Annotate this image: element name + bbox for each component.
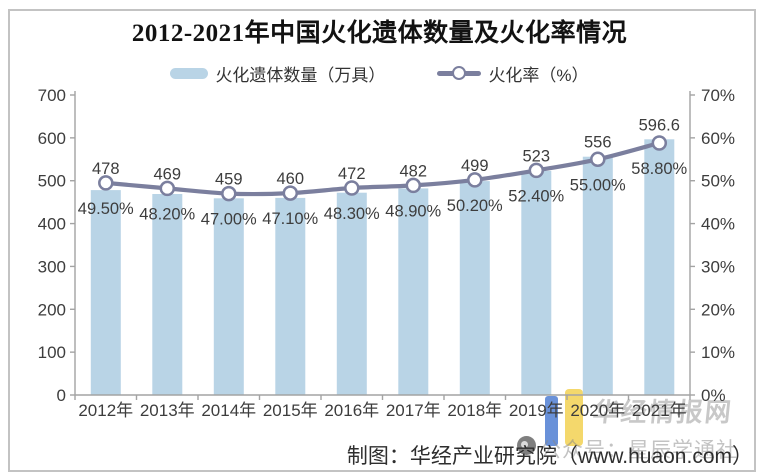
bar-2012年: [90, 190, 121, 395]
legend-item-line-series: 火化率（%）: [437, 61, 589, 86]
rate-value-label: 48.90%: [385, 202, 441, 220]
bar-value-label: 478: [92, 160, 120, 178]
left-axis-tick-label: 500: [38, 172, 66, 191]
bar-2019年: [521, 170, 552, 395]
line-swatch-icon: [437, 66, 482, 80]
bar-value-label: 459: [215, 171, 243, 189]
bar-value-label: 556: [584, 134, 612, 152]
line-marker-2014年: [221, 185, 237, 202]
x-axis-label: 2014年: [201, 401, 256, 420]
bar-2016年: [336, 192, 367, 395]
rate-value-label: 55.00%: [570, 176, 626, 194]
credit-line: 制图：华经产业研究院（www.huaon.com）: [346, 445, 753, 468]
line-marker-2012年: [98, 175, 114, 191]
bar-2013年: [152, 194, 183, 395]
legend-label-bar-series: 火化遗体数量（万具）: [215, 65, 386, 85]
x-axis-label: 2017年: [386, 401, 441, 420]
bar-2018年: [459, 181, 490, 395]
line-marker-2017年: [405, 177, 422, 194]
bar-value-label: 499: [461, 157, 489, 175]
x-axis-label: 2021年: [632, 401, 687, 420]
right-axis-tick-label: 60%: [701, 129, 735, 148]
left-axis-tick-label: 300: [38, 257, 66, 276]
line-marker-2021年: [651, 135, 668, 151]
line-marker-2019年: [528, 162, 545, 179]
left-axis-tick-label: 400: [38, 215, 66, 234]
right-axis-tick-label: 10%: [701, 343, 735, 362]
right-axis-tick-label: 40%: [701, 215, 735, 234]
bar-value-label: 482: [399, 162, 427, 180]
line-marker-2018年: [467, 172, 483, 188]
x-axis-label: 2019年: [509, 401, 564, 420]
bar-2014年: [213, 198, 244, 395]
rate-value-label: 52.40%: [508, 187, 564, 205]
line-marker-2016年: [344, 180, 360, 196]
x-axis-label: 2016年: [324, 401, 379, 420]
bar-2020年: [582, 156, 613, 395]
legend: 火化遗体数量（万具） 火化率（%）: [0, 61, 759, 85]
rate-value-label: 58.80%: [631, 160, 687, 178]
rate-value-label: 48.20%: [139, 205, 195, 223]
bar-2017年: [398, 188, 429, 395]
x-axis-label: 2018年: [447, 401, 502, 420]
line-marker-2013年: [159, 180, 176, 197]
bar-2015年: [275, 197, 306, 395]
bar-value-label: 469: [153, 165, 181, 183]
bar-value-label: 460: [276, 170, 304, 188]
right-axis-tick-label: 20%: [701, 300, 735, 319]
bar-value-label: 596.6: [639, 116, 680, 134]
rate-value-label: 50.20%: [447, 197, 503, 215]
rate-value-label: 47.10%: [262, 210, 318, 228]
left-axis-tick-label: 200: [38, 300, 66, 319]
line-marker-2020年: [590, 151, 606, 168]
left-axis-tick-label: 100: [38, 343, 66, 362]
left-axis-tick-label: 700: [38, 86, 66, 105]
rate-value-label: 47.00%: [201, 211, 257, 229]
bar-2021年: [644, 139, 675, 395]
left-axis-tick-label: 0: [57, 386, 66, 405]
bar-value-label: 523: [522, 147, 550, 165]
rate-line: [103, 140, 662, 197]
line-marker-2015年: [282, 185, 299, 201]
rate-value-label: 49.50%: [78, 200, 134, 218]
x-axis-label: 2013年: [140, 401, 195, 420]
x-axis-label: 2012年: [78, 401, 133, 420]
x-axis-label: 2020年: [570, 401, 625, 420]
right-axis-tick-label: 50%: [701, 172, 735, 191]
line-marker-icon: [452, 66, 467, 80]
rate-value-label: 48.30%: [324, 205, 380, 223]
bar-value-label: 472: [338, 165, 366, 183]
bar-swatch-icon: [170, 67, 209, 79]
right-axis-tick-label: 30%: [701, 257, 735, 276]
chart-title: 2012-2021年中国火化遗体数量及火化率情况: [131, 20, 628, 47]
right-axis-tick-label: 70%: [701, 86, 735, 105]
left-axis-tick-label: 600: [38, 129, 66, 148]
legend-item-bar-series: 火化遗体数量（万具）: [170, 61, 385, 86]
right-axis-tick-label: 0%: [701, 386, 726, 405]
x-axis-label: 2015年: [263, 401, 318, 420]
legend-label-line-series: 火化率（%）: [488, 65, 589, 85]
